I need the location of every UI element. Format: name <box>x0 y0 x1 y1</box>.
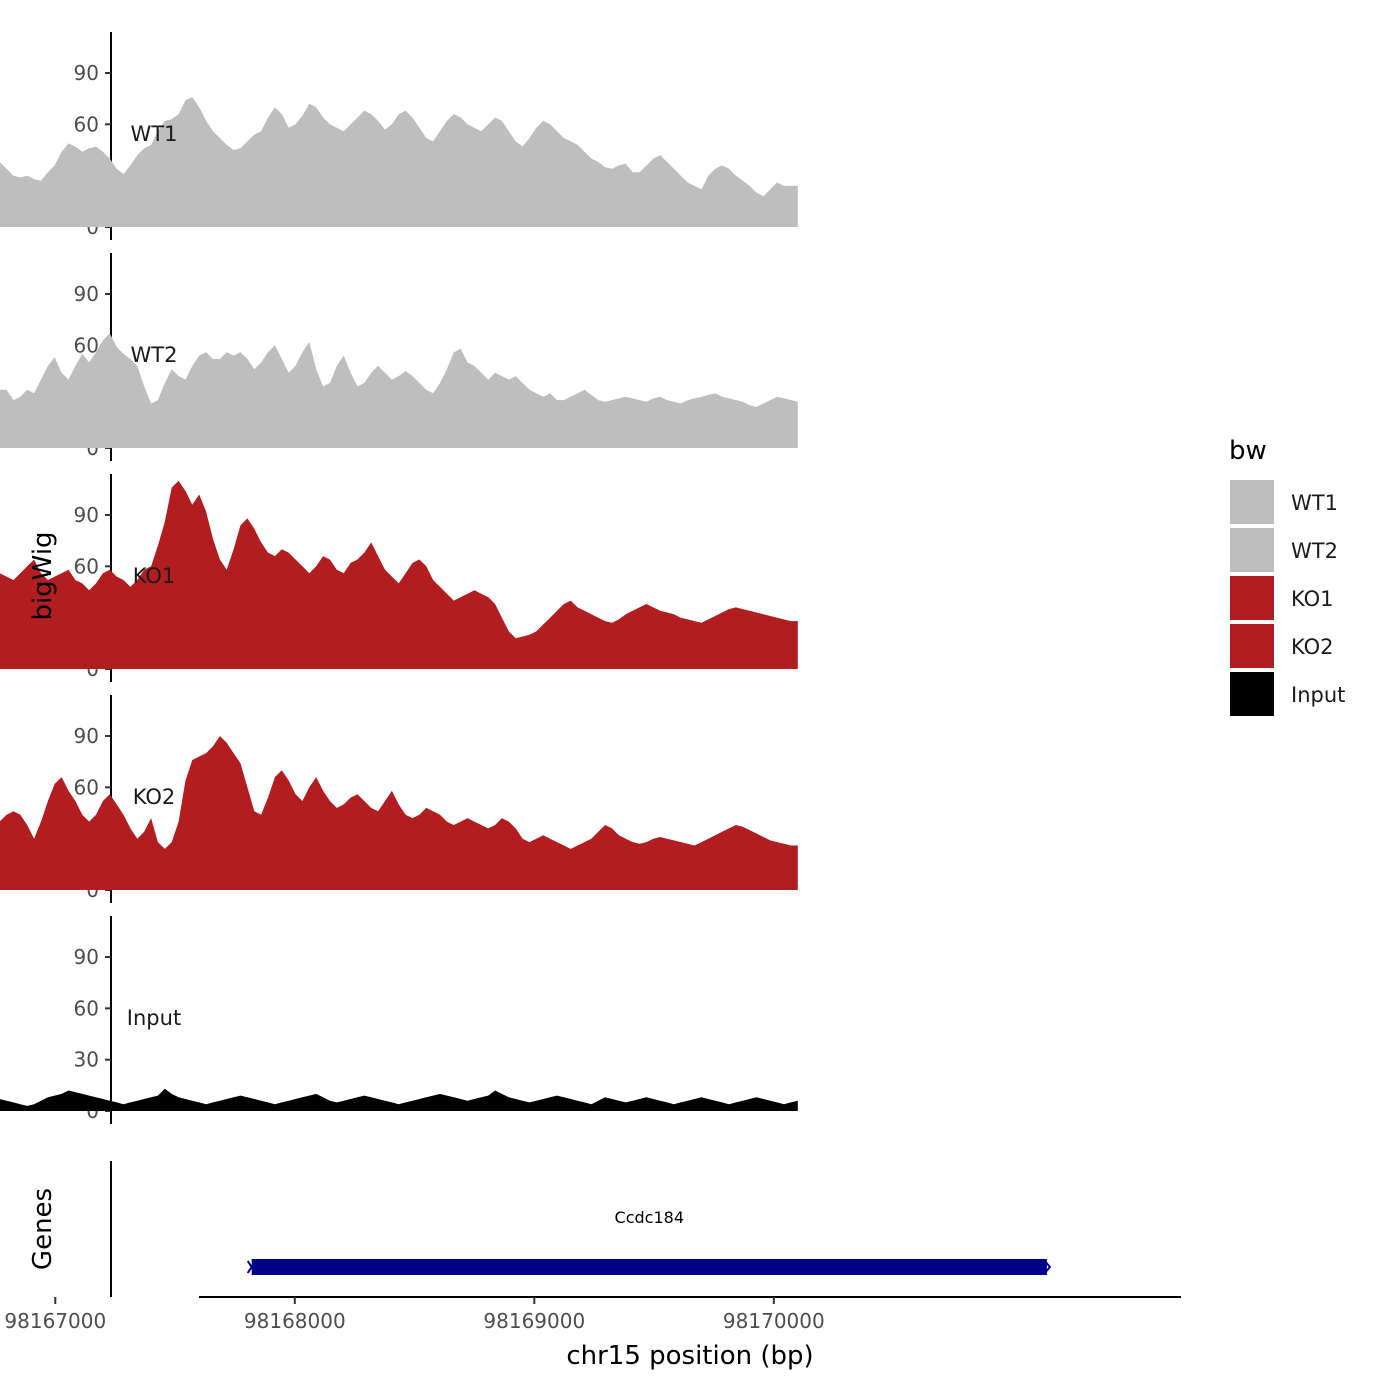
gene-ccdc184: Ccdc184 <box>246 1208 1052 1275</box>
legend-entries: WT1 WT2 KO1 KO2 Input <box>1230 480 1345 716</box>
track-wt2: 0306090WT2 <box>0 253 798 461</box>
y-tick-label: 90 <box>74 945 99 969</box>
legend-item-input: Input <box>1230 672 1345 716</box>
y-tick-label: 60 <box>74 554 99 578</box>
y-tick-label: 60 <box>74 996 99 1020</box>
legend-label: KO2 <box>1291 635 1334 659</box>
y-tick-label: 30 <box>74 1048 99 1072</box>
area-wt1 <box>0 97 798 227</box>
y-tick-label: 90 <box>74 282 99 306</box>
area-ko1 <box>0 480 798 669</box>
gene-track: Ccdc184 <box>110 1161 1052 1297</box>
x-tick-label: 98170000 <box>723 1309 825 1333</box>
track-label-wt1: WT1 <box>131 122 178 146</box>
y-tick-label: 90 <box>74 724 99 748</box>
gene-body <box>251 1259 1047 1275</box>
legend-item-wt1: WT1 <box>1230 480 1338 524</box>
track-input: 0306090Input <box>0 916 798 1124</box>
x-ticks: 9816600098167000981680009816900098170000 <box>4 1297 825 1333</box>
legend-label: Input <box>1291 683 1345 707</box>
legend-swatch <box>1230 480 1274 524</box>
x-tick-label: 98168000 <box>244 1309 346 1333</box>
area-ko2 <box>0 736 798 890</box>
bigwig-tracks: 0306090WT10306090WT20306090KO10306090KO2… <box>0 32 798 1124</box>
gene-models: Ccdc184 <box>246 1208 1052 1275</box>
gene-end-marker <box>1044 1260 1052 1274</box>
legend-label: WT2 <box>1291 539 1338 563</box>
gene-label: Ccdc184 <box>615 1208 684 1227</box>
track-ko2: 0306090KO2 <box>0 695 798 903</box>
legend-item-wt2: WT2 <box>1230 528 1338 572</box>
track-label-input: Input <box>127 1006 181 1030</box>
area-wt2 <box>0 333 798 448</box>
track-label-ko1: KO1 <box>133 564 176 588</box>
legend-swatch <box>1230 624 1274 668</box>
y-tick-label: 60 <box>74 112 99 136</box>
legend-swatch <box>1230 576 1274 620</box>
y-tick-label: 60 <box>74 775 99 799</box>
y-axis-title: bigWig <box>28 531 58 620</box>
x-axis-title: chr15 position (bp) <box>566 1341 813 1371</box>
y-tick-label: 90 <box>74 503 99 527</box>
track-wt1: 0306090WT1 <box>0 32 798 240</box>
x-axis: 9816600098167000981680009816900098170000 <box>4 1296 1181 1333</box>
y-tick-label: 90 <box>74 61 99 85</box>
track-label-ko2: KO2 <box>133 785 176 809</box>
legend-label: KO1 <box>1291 587 1334 611</box>
legend-swatch <box>1230 672 1274 716</box>
x-tick-label: 98169000 <box>483 1309 585 1333</box>
legend-swatch <box>1230 528 1274 572</box>
legend-item-ko2: KO2 <box>1230 624 1334 668</box>
track-ko1: 0306090KO1 <box>0 474 798 682</box>
x-tick-label: 98167000 <box>4 1309 106 1333</box>
genes-axis-title: Genes <box>28 1188 58 1270</box>
gene-strand-marker <box>246 1260 257 1274</box>
area-input <box>0 1088 798 1111</box>
legend: bw WT1 WT2 KO1 KO2 Input <box>1229 436 1345 716</box>
track-label-wt2: WT2 <box>131 343 178 367</box>
legend-label: WT1 <box>1291 491 1338 515</box>
legend-item-ko1: KO1 <box>1230 576 1334 620</box>
y-tick-label: 60 <box>74 333 99 357</box>
legend-title: bw <box>1229 436 1267 466</box>
